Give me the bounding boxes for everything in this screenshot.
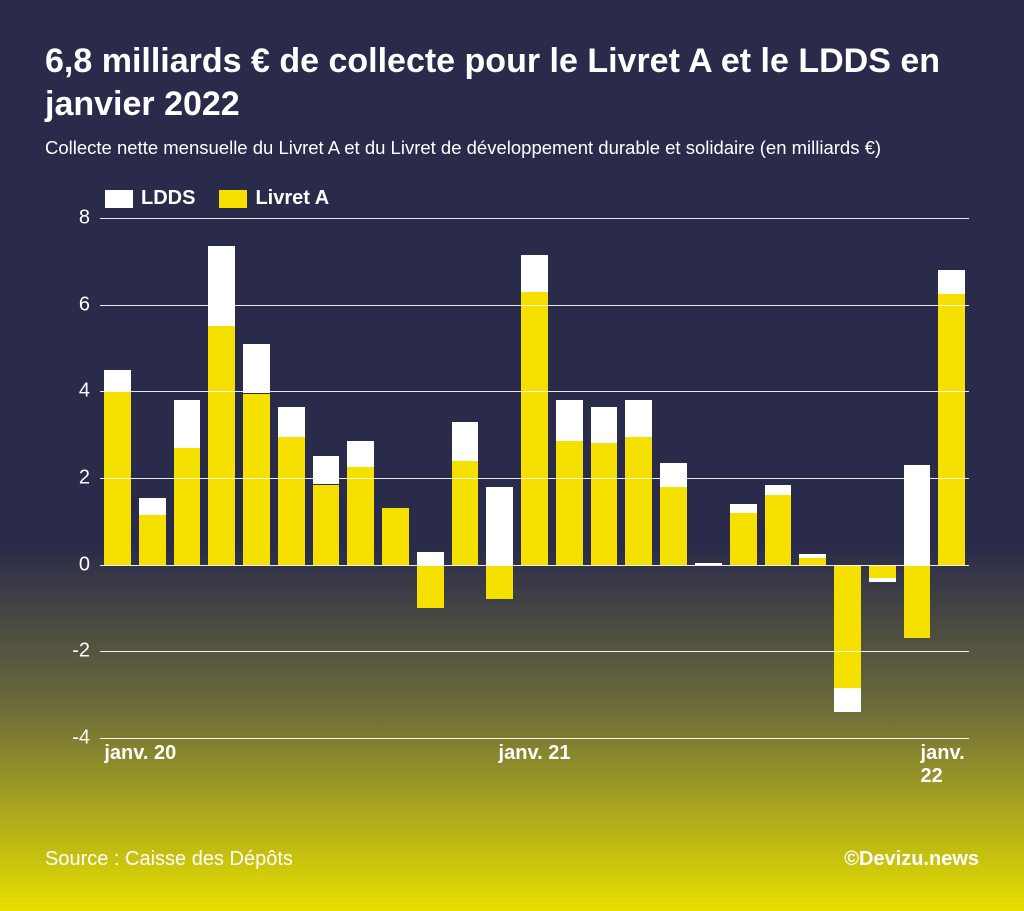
bar-seg-livret-a — [625, 437, 652, 565]
chart-title: 6,8 milliards € de collecte pour le Livr… — [45, 40, 979, 125]
grid-line — [100, 305, 969, 306]
y-tick-label: 2 — [58, 467, 90, 490]
bar-seg-ldds — [313, 456, 340, 484]
x-tick-label: janv. 21 — [499, 742, 571, 765]
y-tick-label: 4 — [58, 380, 90, 403]
bar-seg-ldds — [521, 255, 548, 292]
bar-seg-ldds — [904, 465, 931, 565]
bar-seg-ldds — [660, 463, 687, 487]
bar-seg-livret-a — [486, 565, 513, 600]
chart-area: -4-202468 janv. 20janv. 21janv. 22 — [100, 218, 969, 778]
x-tick-label: janv. 20 — [104, 742, 176, 765]
plot-region: -4-202468 — [100, 218, 969, 738]
grid-line — [100, 218, 969, 219]
bar-seg-livret-a — [834, 565, 861, 689]
grid-line — [100, 391, 969, 392]
legend-label: Livret A — [255, 187, 329, 210]
bar-seg-livret-a — [278, 437, 305, 565]
grid-line — [100, 478, 969, 479]
grid-line — [100, 651, 969, 652]
bar-seg-livret-a — [313, 485, 340, 565]
bar-seg-livret-a — [765, 495, 792, 564]
bar-seg-livret-a — [174, 448, 201, 565]
bar-seg-ldds — [243, 344, 270, 394]
bar-seg-livret-a — [556, 441, 583, 565]
legend-item-livret-a: Livret A — [219, 187, 329, 210]
legend-swatch-livret-a — [219, 190, 247, 208]
bar-seg-livret-a — [904, 565, 931, 639]
bar-seg-ldds — [139, 498, 166, 515]
bar-seg-livret-a — [869, 565, 896, 578]
y-tick-label: -2 — [58, 640, 90, 663]
bar-seg-ldds — [452, 422, 479, 461]
bar-seg-ldds — [104, 370, 131, 392]
bar-seg-ldds — [799, 554, 826, 558]
bar-seg-livret-a — [208, 326, 235, 564]
grid-line — [100, 565, 969, 566]
bar-seg-ldds — [938, 270, 965, 294]
y-tick-label: -4 — [58, 727, 90, 750]
legend-label: LDDS — [141, 187, 195, 210]
bar-seg-livret-a — [938, 294, 965, 565]
bar-seg-livret-a — [730, 513, 757, 565]
credit-text: ©Devizu.news — [844, 848, 979, 871]
bar-seg-ldds — [556, 400, 583, 441]
source-text: Source : Caisse des Dépôts — [45, 848, 293, 871]
bar-seg-ldds — [834, 688, 861, 712]
bar-seg-ldds — [417, 552, 444, 565]
bar-seg-ldds — [625, 400, 652, 437]
chart-footer: Source : Caisse des Dépôts ©Devizu.news — [45, 848, 979, 871]
bar-seg-ldds — [591, 407, 618, 444]
bar-seg-livret-a — [521, 292, 548, 565]
bar-seg-livret-a — [417, 565, 444, 608]
y-tick-label: 0 — [58, 553, 90, 576]
legend-swatch-ldds — [105, 190, 133, 208]
legend: LDDS Livret A — [105, 187, 979, 210]
bar-seg-ldds — [730, 504, 757, 513]
bar-seg-livret-a — [243, 394, 270, 565]
bar-seg-ldds — [347, 441, 374, 467]
bar-seg-ldds — [278, 407, 305, 437]
bar-seg-ldds — [208, 246, 235, 326]
bar-seg-livret-a — [139, 515, 166, 565]
bar-seg-ldds — [869, 578, 896, 582]
x-tick-label: janv. 22 — [921, 742, 965, 788]
bar-seg-livret-a — [452, 461, 479, 565]
bar-seg-ldds — [174, 400, 201, 448]
y-tick-label: 6 — [58, 293, 90, 316]
bar-seg-livret-a — [382, 508, 409, 564]
y-tick-label: 8 — [58, 207, 90, 230]
legend-item-ldds: LDDS — [105, 187, 195, 210]
bar-seg-livret-a — [660, 487, 687, 565]
bar-seg-livret-a — [591, 443, 618, 564]
bar-seg-ldds — [486, 487, 513, 565]
bar-seg-livret-a — [347, 467, 374, 565]
chart-container: 6,8 milliards € de collecte pour le Livr… — [0, 0, 1024, 911]
x-axis-labels: janv. 20janv. 21janv. 22 — [100, 742, 969, 778]
grid-line — [100, 738, 969, 739]
chart-subtitle: Collecte nette mensuelle du Livret A et … — [45, 137, 979, 159]
bar-seg-ldds — [765, 485, 792, 496]
